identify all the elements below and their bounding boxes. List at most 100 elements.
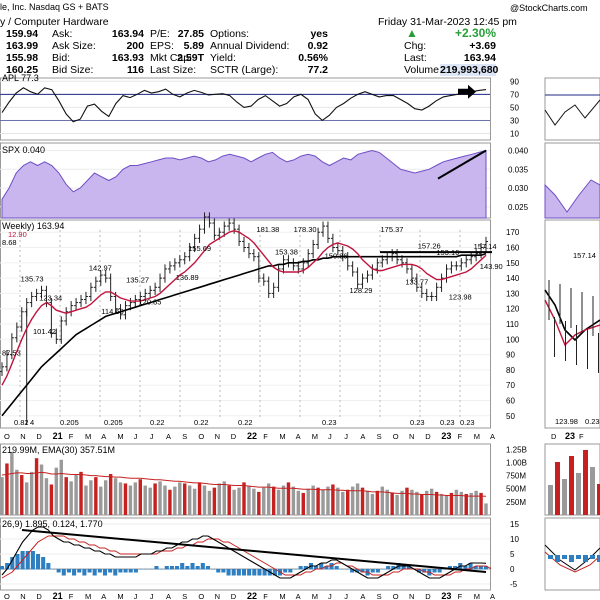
macd-histogram-bar (25, 551, 30, 570)
right-macd-histogram-bar (548, 555, 553, 559)
volume-bar (94, 477, 98, 515)
price-legend-short: 12.90 (8, 230, 27, 239)
macd-histogram-bar (483, 566, 489, 570)
macd-histogram-bar (417, 569, 422, 573)
macd-histogram-bar (118, 569, 123, 573)
dividend-label: 0.205 (60, 418, 79, 427)
macd-histogram-bar (46, 563, 51, 570)
volume-tick-label: 1.00B (506, 458, 527, 467)
macd-line (1, 526, 487, 579)
rs-tick-label: 0.030 (508, 184, 529, 193)
macd-histogram-bar (175, 566, 180, 570)
dividend-label: 0.205 (104, 418, 123, 427)
month-axis-label: O (393, 432, 399, 441)
right-rs-area (544, 179, 600, 219)
volume-label: 219.99M, EMA(30) 357.51M (2, 445, 115, 455)
price-annotation-label: 123.98 (449, 293, 472, 302)
last-size-label: Last Size: (150, 64, 197, 76)
price-sma-short (1, 229, 487, 386)
options-value: yes (310, 28, 328, 40)
volume-bar (247, 485, 251, 515)
right-price-sma (544, 289, 600, 342)
volume-bar (29, 471, 34, 515)
price-annotation-label: 153.16 (436, 248, 459, 257)
macd-histogram-bar (97, 569, 102, 573)
month-axis-label: N (409, 432, 414, 441)
ask-value: 163.94 (111, 28, 144, 40)
price-annotation-label: 135.27 (126, 275, 149, 284)
change-up-icon: ▲ (406, 26, 418, 40)
macd-month-axis-label: 23 (441, 591, 451, 600)
macd-histogram-bar (226, 569, 231, 576)
right-price-high-label: 157.14 (573, 251, 596, 260)
volume-bar (202, 485, 207, 515)
pe-label: P/E: (150, 28, 170, 40)
macd-histogram-bar (298, 566, 303, 570)
right-volume-bar (576, 473, 581, 515)
yield-label: Yield: (210, 52, 236, 64)
dividend-label: 0.23 (322, 418, 337, 427)
volume-bar (69, 481, 73, 515)
bid-label: Bid: (52, 52, 71, 64)
macd-histogram-bar (375, 569, 380, 573)
rsi-line (1, 87, 487, 123)
volume-value: 219,993,680 (440, 64, 499, 76)
volume-bar (410, 489, 414, 515)
month-axis-label: J (328, 432, 332, 441)
macd-month-axis-label: A (360, 592, 365, 600)
rsi-label: APL 77.3 (2, 73, 39, 83)
macd-histogram-bar (15, 554, 20, 570)
right-price-low-label: 123.98 (555, 417, 578, 426)
macd-month-axis-label: O (393, 592, 399, 600)
volume-bar (192, 488, 197, 515)
price-label: Weekly) 163.94 (2, 221, 64, 231)
price-annotation-label: 133.77 (405, 278, 428, 287)
macd-histogram-bar (216, 569, 221, 573)
macd-histogram-bar (0, 566, 5, 570)
month-axis-label: S (182, 432, 187, 441)
bid-size-label: Bid Size: (52, 64, 94, 76)
macd-histogram-bar (391, 566, 396, 570)
volume-bar (99, 486, 103, 515)
macd-histogram-bar (221, 569, 226, 573)
right-month-label: D (551, 432, 557, 441)
macd-histogram-bar (92, 569, 97, 576)
macd-month-axis-label: A (166, 592, 171, 600)
macd-histogram-bar (473, 566, 478, 570)
volume-bar (474, 490, 478, 515)
price-tick-label: 60 (506, 396, 515, 405)
right-macd-histogram-bar (576, 555, 581, 559)
ask-size-label: Ask Size: (52, 40, 96, 52)
sctr-label: SCTR (Large): (210, 64, 279, 76)
volume-bar (326, 486, 330, 515)
volume-bar (449, 492, 454, 515)
macd-histogram-bar (432, 569, 437, 573)
month-axis-label: A (296, 432, 301, 441)
rsi-tick-label: 90 (510, 77, 519, 86)
macd-histogram-bar (108, 569, 113, 573)
volume-bar (54, 467, 59, 515)
volume-bar (346, 489, 350, 515)
volume-bar (163, 485, 167, 515)
volume-bar (24, 482, 29, 515)
volume-bar (104, 480, 108, 515)
macd-histogram-bar (350, 569, 355, 573)
volume-bar (0, 477, 4, 515)
price-legend-long: 8.68 (2, 238, 17, 247)
volume-bar (138, 479, 142, 515)
macd-histogram-bar (169, 566, 174, 570)
macd-histogram-bar (138, 569, 144, 570)
macd-histogram-bar (133, 569, 138, 573)
right-macd-histogram-bar (562, 555, 567, 559)
sector-label: y / Computer Hardware (0, 16, 109, 28)
volume-bar (79, 471, 83, 515)
macd-histogram-bar (149, 569, 154, 570)
macd-histogram-bar (463, 566, 468, 570)
month-axis-label: J (150, 432, 154, 441)
volume-bar (360, 487, 365, 515)
price-tick-label: 70 (506, 381, 515, 390)
macd-histogram-bar (102, 569, 108, 576)
volume-bar (187, 485, 192, 515)
month-axis-label: N (215, 432, 220, 441)
volume-bar (420, 493, 424, 515)
